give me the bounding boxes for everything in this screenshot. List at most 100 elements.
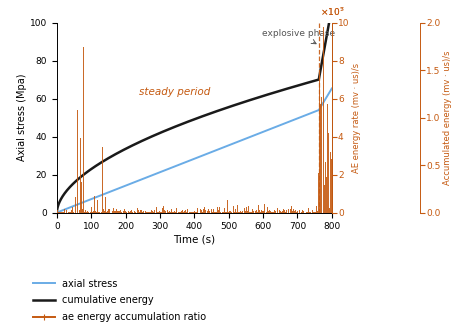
Bar — [217, 212, 218, 213]
Bar — [153, 212, 154, 213]
Bar — [70, 212, 71, 213]
Bar — [311, 212, 312, 213]
Bar — [247, 211, 248, 213]
Bar — [294, 211, 295, 213]
Bar — [174, 211, 175, 213]
Bar — [319, 72, 320, 213]
Bar — [314, 212, 315, 213]
Bar — [191, 212, 192, 213]
Bar — [105, 197, 106, 213]
Bar — [114, 211, 115, 213]
Bar — [204, 207, 205, 213]
Bar — [83, 47, 84, 213]
Bar — [225, 212, 226, 213]
Bar — [116, 209, 117, 213]
Bar — [224, 208, 225, 213]
Bar — [281, 212, 282, 213]
Bar — [297, 211, 298, 213]
Y-axis label: Axial stress (Mpa): Axial stress (Mpa) — [17, 74, 27, 162]
Text: $\times10^5$: $\times10^5$ — [319, 6, 344, 18]
Bar — [259, 210, 260, 213]
Bar — [147, 212, 148, 213]
Bar — [175, 212, 176, 213]
Bar — [205, 210, 206, 213]
Bar — [320, 104, 321, 213]
Bar — [88, 212, 89, 213]
Bar — [292, 211, 293, 213]
Bar — [104, 211, 105, 213]
Bar — [59, 212, 60, 213]
Bar — [299, 210, 300, 213]
Bar — [103, 209, 104, 213]
Bar — [76, 211, 77, 213]
Bar — [255, 211, 256, 213]
Bar — [85, 210, 86, 213]
Bar — [211, 209, 212, 213]
Bar — [117, 211, 118, 213]
Bar — [228, 212, 229, 213]
Bar — [109, 209, 110, 213]
Bar — [235, 209, 236, 213]
Bar — [278, 212, 279, 213]
Bar — [72, 194, 73, 213]
Bar — [227, 200, 228, 213]
Bar — [60, 212, 61, 213]
Bar — [111, 211, 112, 213]
Bar — [243, 212, 244, 213]
Bar — [216, 212, 217, 213]
Bar — [132, 212, 133, 213]
Bar — [312, 210, 313, 213]
Bar — [161, 212, 162, 213]
Bar — [256, 212, 257, 213]
Bar — [146, 212, 147, 213]
Bar — [274, 210, 275, 213]
Bar — [181, 211, 182, 213]
Bar — [246, 207, 247, 213]
Bar — [95, 211, 96, 213]
Bar — [77, 110, 78, 213]
Bar — [325, 162, 326, 213]
Bar — [203, 210, 204, 213]
Bar — [145, 211, 146, 213]
Bar — [196, 212, 197, 213]
Bar — [249, 212, 250, 213]
Text: steady period: steady period — [139, 87, 211, 97]
Bar — [268, 211, 269, 213]
Bar — [272, 208, 273, 213]
Bar — [112, 211, 113, 213]
Bar — [260, 212, 261, 213]
Bar — [131, 210, 132, 213]
Bar — [98, 212, 99, 213]
Bar — [248, 206, 249, 213]
Bar — [271, 212, 272, 213]
Bar — [257, 212, 258, 213]
Bar — [234, 212, 235, 213]
Bar — [99, 212, 100, 213]
Bar — [265, 209, 266, 213]
Bar — [270, 211, 271, 213]
Y-axis label: AE energy rate (mv · us)/s: AE energy rate (mv · us)/s — [352, 63, 361, 173]
Bar — [219, 207, 220, 213]
Bar — [66, 210, 67, 213]
Bar — [220, 212, 221, 213]
Bar — [326, 177, 327, 213]
Bar — [64, 209, 65, 213]
Bar — [303, 211, 304, 213]
Bar — [171, 210, 172, 213]
Bar — [329, 208, 330, 213]
Bar — [82, 206, 83, 213]
Bar — [173, 212, 174, 213]
Bar — [331, 159, 332, 213]
Bar — [93, 211, 94, 213]
Bar — [125, 211, 126, 213]
Bar — [123, 212, 124, 213]
Bar — [276, 211, 277, 213]
Bar — [108, 209, 109, 213]
Bar — [269, 210, 270, 213]
Bar — [92, 212, 93, 213]
Bar — [229, 211, 230, 213]
Bar — [62, 212, 63, 213]
Bar — [264, 204, 265, 213]
Bar — [261, 210, 262, 213]
Bar — [322, 27, 323, 213]
